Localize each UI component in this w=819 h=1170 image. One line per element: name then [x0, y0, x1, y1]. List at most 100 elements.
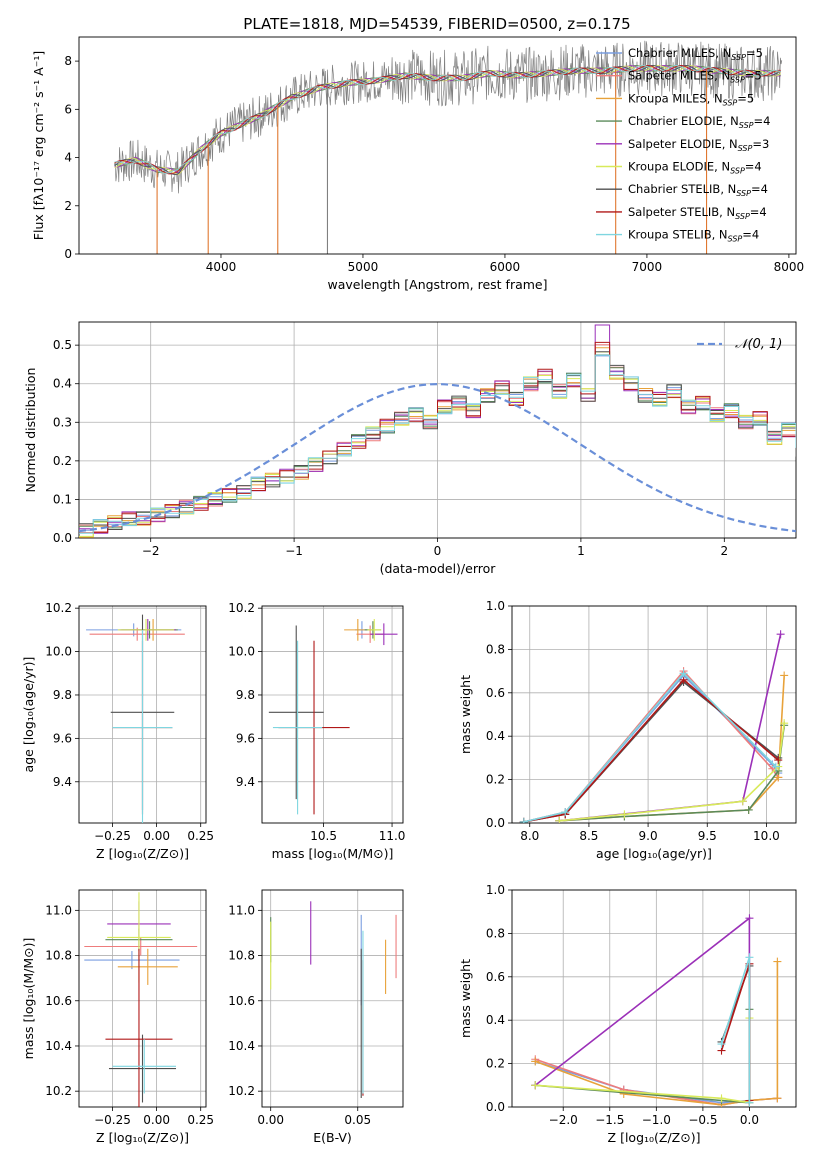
y-tick-label: 9.6 — [53, 731, 72, 745]
panel-Z-vs-mass: −0.25 0.00 0.25 10.2 10.4 10.6 10.8 11.0 Z [log₁… — [21, 889, 214, 1145]
x-axis-label: (data-model)/error — [380, 561, 497, 576]
histogram-series — [79, 351, 796, 530]
x-tick-label: 0 — [434, 544, 442, 558]
y-tick-label: 9.4 — [236, 775, 255, 789]
panel-mass-vs-age: 10.5 11.0 9.4 9.6 9.8 10.0 10.2 mass [log₁₀(M/M… — [228, 601, 405, 861]
x-tick-label: 2 — [720, 544, 728, 558]
x-axis-label: Z [log₁₀(Z/Z⊙)] — [96, 1130, 189, 1145]
y-tick-label: 0.0 — [486, 1100, 505, 1114]
legend-entry: Chabrier STELIB, NSSP=4 — [628, 182, 768, 198]
weight-marker — [745, 953, 754, 962]
weight-marker — [780, 671, 789, 680]
y-tick-label: 0.4 — [486, 729, 505, 743]
weight-lines — [531, 914, 782, 1107]
y-tick-label: 11.0 — [45, 903, 72, 917]
weight-marker — [679, 669, 688, 678]
y-tick-label: 10.2 — [228, 1084, 255, 1098]
y-tick-label: 0.4 — [486, 1013, 505, 1027]
legend-entry: Salpeter STELIB, NSSP=4 — [628, 205, 767, 221]
y-tick-label: 10.2 — [45, 601, 72, 615]
weight-marker — [738, 797, 747, 806]
weight-marker — [561, 808, 570, 817]
y-tick-label: 9.4 — [53, 775, 72, 789]
y-tick-label: 6 — [64, 102, 72, 116]
y-tick-label: 10.4 — [45, 1039, 72, 1053]
panel-Z-vs-weight: −2.0 −1.5 −1.0 −0.5 0.0 0.0 0.2 0.4 0.6 0.8 1.0 Z [… — [458, 883, 797, 1145]
x-tick-label: 5000 — [348, 260, 379, 274]
weight-marker — [776, 630, 785, 639]
x-axis-label: Z [log₁₀(Z/Z⊙)] — [96, 846, 189, 861]
x-tick-label: 8000 — [774, 260, 805, 274]
y-tick-label: 9.8 — [53, 688, 72, 702]
weight-series — [559, 725, 785, 822]
y-tick-label: 1.0 — [486, 599, 505, 613]
legend-entry: 𝒩(0, 1) — [735, 337, 782, 352]
legend-entry: Chabrier ELODIE, NSSP=4 — [628, 114, 770, 130]
axes-frame — [261, 889, 404, 1108]
histogram-series — [79, 354, 796, 529]
y-tick-label: 0.2 — [486, 773, 505, 787]
weight-lines — [519, 630, 789, 823]
weight-marker — [773, 957, 782, 966]
weight-marker — [774, 756, 783, 765]
errorbars — [86, 614, 185, 823]
y-tick-label: 9.6 — [236, 731, 255, 745]
weight-series — [523, 672, 777, 823]
x-tick-label: −1.5 — [595, 1113, 624, 1127]
y-axis-label: Flux [fλ10⁻¹⁷ erg cm⁻² s⁻¹ A⁻¹] — [31, 51, 46, 240]
errorbars — [268, 619, 398, 815]
panel-residual-histogram: −2 −1 0 1 2 0.0 0.1 0.2 0.3 0.4 0.5 (data-model)/er… — [23, 321, 797, 576]
y-tick-label: 10.4 — [228, 1039, 255, 1053]
y-tick-label: 0.2 — [486, 1057, 505, 1071]
weight-marker — [531, 1057, 540, 1066]
weight-marker — [745, 1098, 754, 1107]
errorbars — [270, 901, 397, 1098]
legend-entry: Kroupa MILES, NSSP=5 — [628, 91, 754, 107]
y-tick-label: 9.8 — [236, 688, 255, 702]
y-tick-label: 0.8 — [486, 642, 505, 656]
x-tick-label: 0.00 — [257, 1113, 284, 1127]
y-tick-label: 8 — [64, 54, 72, 68]
y-tick-label: 10.8 — [45, 949, 72, 963]
x-tick-label: −0.5 — [688, 1113, 717, 1127]
axes-frame — [511, 889, 797, 1108]
y-tick-label: 2 — [64, 199, 72, 213]
y-tick-label: 1.0 — [486, 883, 505, 897]
x-tick-label: −1.0 — [642, 1113, 671, 1127]
y-tick-label: 4 — [64, 151, 72, 165]
x-tick-label: 7000 — [632, 260, 663, 274]
y-tick-label: 10.6 — [228, 994, 255, 1008]
x-tick-label: −0.25 — [94, 829, 131, 843]
x-tick-label: 8.5 — [579, 829, 598, 843]
x-tick-label: 4000 — [206, 260, 237, 274]
weight-series — [559, 723, 785, 822]
plot-panels: 4000 5000 6000 7000 8000 0 2 4 6 8 wavelength [Ang… — [21, 36, 805, 1145]
legend-entry: Kroupa ELODIE, NSSP=4 — [628, 160, 762, 176]
y-tick-label: 0.2 — [53, 454, 72, 468]
weight-series — [523, 674, 779, 823]
x-tick-label: 0.00 — [143, 829, 170, 843]
weight-series — [534, 916, 751, 1103]
histogram-series — [79, 355, 796, 531]
x-tick-label: 0.05 — [344, 1113, 371, 1127]
weight-marker — [745, 914, 754, 923]
panel-age-vs-weight: 8.0 8.5 9.0 9.5 10.0 0.0 0.2 0.4 0.6 0.8 1.0 age [l… — [458, 599, 797, 861]
y-axis-label: mass weight — [458, 959, 473, 1038]
x-tick-label: 10.0 — [753, 829, 780, 843]
weight-marker — [744, 805, 753, 814]
weight-series — [523, 678, 779, 823]
weight-series — [535, 961, 779, 1106]
y-tick-label: 10.6 — [45, 994, 72, 1008]
y-axis-label: mass [log₁₀(M/M⊙)] — [21, 938, 36, 1060]
y-tick-label: 0.0 — [53, 531, 72, 545]
y-tick-label: 10.2 — [45, 1084, 72, 1098]
weight-marker — [555, 816, 564, 823]
errorbars — [84, 892, 198, 1107]
x-tick-label: −2.0 — [549, 1113, 578, 1127]
weight-marker — [717, 1094, 726, 1103]
y-tick-label: 0.8 — [486, 926, 505, 940]
histogram-series — [79, 347, 796, 538]
x-tick-label: 0.25 — [187, 1113, 214, 1127]
legend-entry: Kroupa STELIB, NSSP=4 — [628, 228, 759, 244]
